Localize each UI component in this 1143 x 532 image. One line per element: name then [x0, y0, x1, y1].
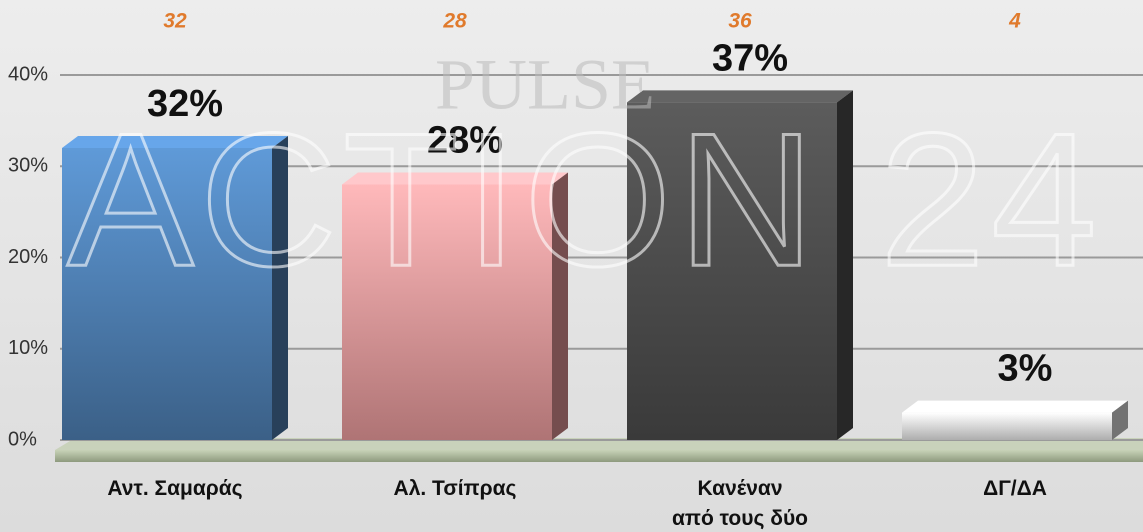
- x-tick-label: Αλ. Τσίπρας: [393, 477, 517, 500]
- value-label: 28%: [427, 120, 503, 162]
- floor: [55, 450, 1143, 462]
- header-value: 36: [728, 10, 752, 33]
- x-tick-label: ΔΓ/ΔΑ: [983, 477, 1047, 500]
- y-tick-label: 40%: [8, 63, 48, 85]
- bar-side: [272, 136, 288, 440]
- watermark: PULSE: [435, 45, 655, 125]
- value-label: 32%: [147, 83, 223, 125]
- value-label: 37%: [712, 37, 788, 79]
- bar: [902, 412, 1112, 440]
- bar: [62, 148, 272, 440]
- bar-top: [627, 90, 853, 103]
- bar: [342, 184, 552, 440]
- bar: [627, 102, 837, 440]
- bar-top: [902, 400, 1128, 413]
- header-value: 4: [1008, 10, 1021, 33]
- y-tick-label: 10%: [8, 337, 48, 359]
- bar-side: [837, 90, 853, 440]
- value-label: 3%: [998, 348, 1053, 390]
- y-tick-label: 20%: [8, 246, 48, 268]
- y-tick-label: 30%: [8, 155, 48, 177]
- bar-top: [342, 172, 568, 185]
- header-value: 32: [163, 10, 187, 33]
- bar-side: [552, 172, 568, 440]
- bar-top: [62, 136, 288, 148]
- x-tick-label: Αντ. Σαμαράς: [107, 477, 243, 500]
- y-tick-label: 0%: [8, 428, 37, 450]
- bar-side: [1112, 400, 1128, 440]
- header-value: 28: [442, 10, 467, 33]
- watermark: ACTION 24: [67, 94, 1103, 306]
- x-tick-label: Κανέναν από τους δύο: [671, 477, 809, 530]
